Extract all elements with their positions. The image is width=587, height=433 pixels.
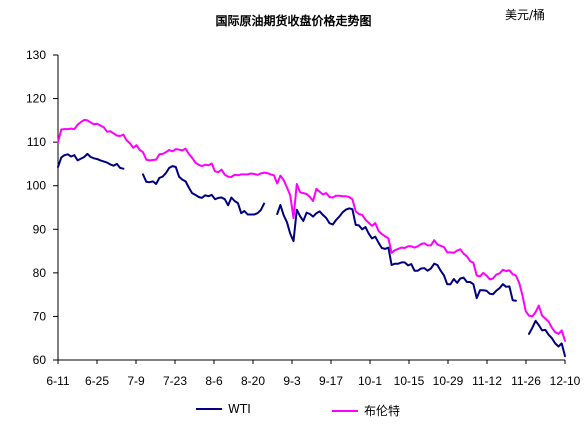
y-tick-label: 110 bbox=[27, 135, 46, 149]
y-tick-label: 100 bbox=[26, 179, 46, 193]
unit-label: 美元/桶 bbox=[504, 8, 545, 22]
legend-swatch-brent bbox=[332, 409, 358, 412]
x-tick-label: 11-26 bbox=[511, 374, 541, 388]
y-tick-label: 60 bbox=[33, 353, 47, 367]
y-tick-label: 70 bbox=[33, 309, 47, 323]
y-tick-label: 130 bbox=[26, 48, 46, 62]
legend-label-wti: WTI bbox=[228, 402, 251, 416]
x-tick-label: 12-10 bbox=[550, 374, 581, 388]
x-tick-label: 7-23 bbox=[163, 374, 187, 388]
x-tick-label: 10-1 bbox=[358, 374, 382, 388]
x-tick-label: 8-20 bbox=[241, 374, 265, 388]
x-tick-label: 6-25 bbox=[85, 374, 109, 388]
legend-item-wti: WTI bbox=[196, 402, 251, 416]
legend-swatch-wti bbox=[196, 408, 222, 410]
y-tick-label: 120 bbox=[26, 92, 46, 106]
y-tick-label: 80 bbox=[33, 266, 47, 280]
x-tick-label: 8-6 bbox=[205, 374, 223, 388]
plot-area: 60 70 80 90 100 110 120 130 6-11 6-25 7-9 7-23 8-6 8… bbox=[26, 48, 581, 388]
legend: WTI 布伦特 bbox=[0, 402, 587, 418]
y-tick-label: 90 bbox=[33, 222, 47, 236]
x-tick-label: 7-9 bbox=[127, 374, 145, 388]
x-tick-label: 10-29 bbox=[433, 374, 464, 388]
series-line-wti bbox=[57, 152, 566, 358]
x-tick-label: 11-12 bbox=[472, 374, 502, 388]
legend-item-brent: 布伦特 bbox=[332, 402, 400, 419]
x-tick-label: 9-17 bbox=[319, 374, 343, 388]
series-line-brent bbox=[57, 118, 566, 342]
legend-label-brent: 布伦特 bbox=[364, 404, 401, 418]
chart-title: 国际原油期货收盘价格走势图 bbox=[215, 14, 372, 28]
x-tick-label: 10-15 bbox=[394, 374, 425, 388]
y-axis: 60 70 80 90 100 110 120 130 bbox=[26, 48, 59, 367]
series-layer bbox=[57, 118, 566, 358]
x-tick-label: 9-3 bbox=[283, 374, 301, 388]
x-axis: 6-11 6-25 7-9 7-23 8-6 8-20 9-3 9-17 10-1 10-15 10… bbox=[46, 359, 581, 388]
x-tick-label: 6-11 bbox=[46, 374, 69, 388]
